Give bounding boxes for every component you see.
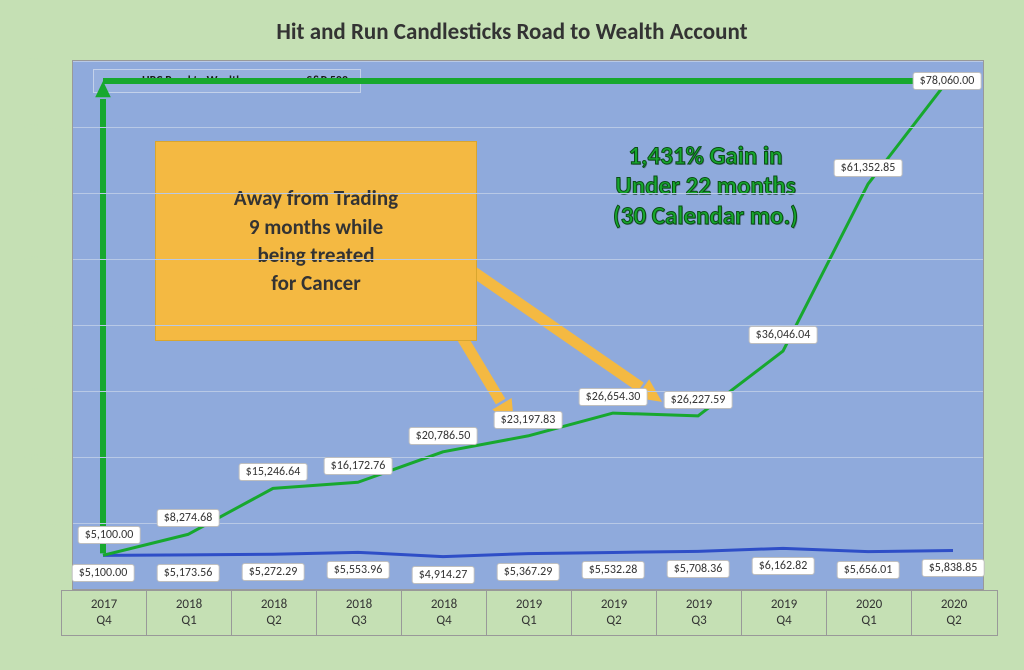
page: Hit and Run Candlesticks Road to Wealth … bbox=[0, 0, 1024, 670]
x-axis-cell: 2019Q4 bbox=[741, 590, 828, 636]
x-axis-cell: 2018Q1 bbox=[146, 590, 233, 636]
hrc-value-label: $15,246.64 bbox=[239, 463, 308, 481]
sp500-value-label: $4,914.27 bbox=[412, 566, 475, 584]
hrc-value-label: $20,786.50 bbox=[409, 427, 478, 445]
x-axis-cell: 2018Q4 bbox=[401, 590, 488, 636]
y-axis-label: $30,000.00 bbox=[11, 385, 69, 398]
sp500-value-label: $5,367.29 bbox=[497, 563, 560, 581]
gridline bbox=[73, 61, 983, 62]
chart-plot-area: HRC Road to Wealth S&P 500 Away from Tra… bbox=[72, 60, 984, 590]
gridline bbox=[73, 457, 983, 458]
x-axis-cell: 2017Q4 bbox=[61, 590, 148, 636]
y-axis-label: $60,000.00 bbox=[11, 187, 69, 200]
y-axis-label: $10,000.00 bbox=[11, 517, 69, 530]
sp500-value-label: $5,532.28 bbox=[582, 561, 645, 579]
hrc-value-label: $26,654.30 bbox=[579, 388, 648, 406]
hrc-value-label: $61,352.85 bbox=[834, 159, 903, 177]
x-axis-cell: 2020Q2 bbox=[911, 590, 998, 636]
gridline bbox=[73, 325, 983, 326]
y-axis-label: $40,000.00 bbox=[11, 319, 69, 332]
x-axis-cell: 2020Q1 bbox=[826, 590, 913, 636]
gridline bbox=[73, 391, 983, 392]
gridline bbox=[73, 259, 983, 260]
sp500-value-label: $5,838.85 bbox=[922, 559, 985, 577]
hrc-value-label: $23,197.83 bbox=[494, 411, 563, 429]
y-axis-label: $70,000.00 bbox=[11, 121, 69, 134]
hrc-value-label: $78,060.00 bbox=[913, 72, 982, 90]
sp500-value-label: $5,100.00 bbox=[72, 564, 135, 582]
sp500-value-label: $6,162.82 bbox=[752, 557, 815, 575]
y-axis-label: $20,000.00 bbox=[11, 451, 69, 464]
sp500-value-label: $5,708.36 bbox=[667, 560, 730, 578]
x-axis-cell: 2018Q2 bbox=[231, 590, 318, 636]
sp500-value-label: $5,656.01 bbox=[837, 561, 900, 579]
hrc-value-label: $36,046.04 bbox=[749, 326, 818, 344]
sp500-value-label: $5,272.29 bbox=[242, 563, 305, 581]
x-axis-cell: 2019Q1 bbox=[486, 590, 573, 636]
sp500-value-label: $5,173.56 bbox=[157, 564, 220, 582]
y-axis-label: $50,000.00 bbox=[11, 253, 69, 266]
hrc-value-label: $5,100.00 bbox=[78, 526, 141, 544]
hrc-value-label: $26,227.59 bbox=[664, 391, 733, 409]
hrc-value-label: $8,274.68 bbox=[157, 509, 220, 527]
sp500-value-label: $5,553.96 bbox=[327, 561, 390, 579]
x-axis-cell: 2019Q2 bbox=[571, 590, 658, 636]
x-axis-cell: 2019Q3 bbox=[656, 590, 743, 636]
gridline bbox=[73, 193, 983, 194]
x-axis-cell: 2018Q3 bbox=[316, 590, 403, 636]
gridline bbox=[73, 127, 983, 128]
y-axis-label: $80,000.00 bbox=[11, 55, 69, 68]
hrc-value-label: $16,172.76 bbox=[324, 457, 393, 475]
chart-title: Hit and Run Candlesticks Road to Wealth … bbox=[0, 18, 1024, 46]
